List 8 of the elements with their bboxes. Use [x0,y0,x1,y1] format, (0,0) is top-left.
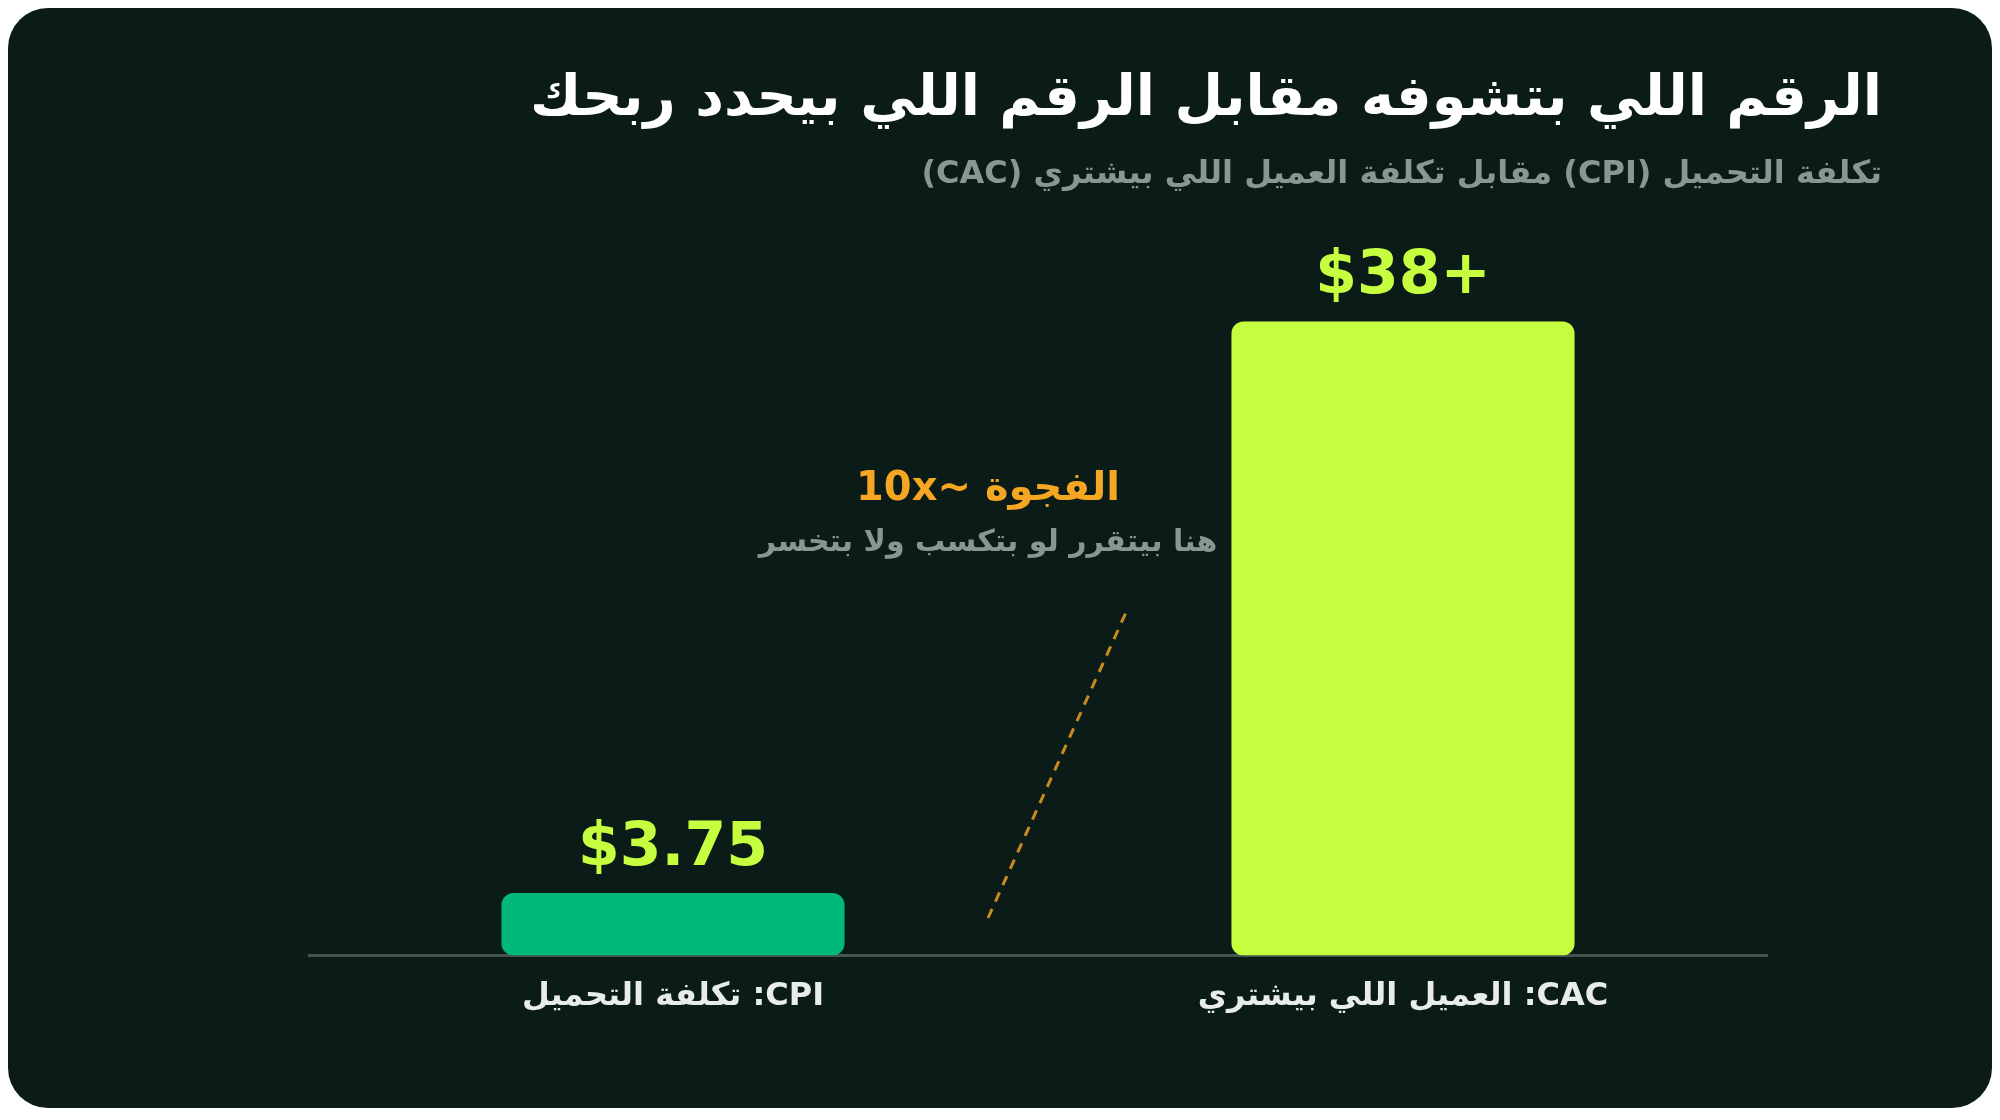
chart-title: الرقم اللي بتشوفه مقابل الرقم اللي بيحدد ربحك [530,63,1882,128]
x-tick-label: العميل اللي بيشتري :CAC [1197,975,1609,1014]
x-tick-label: تكلفة التحميل :CPI [521,975,825,1014]
annotation: هنا بيتقرر لو بتكسب ولا بتخسر [756,523,1219,558]
data-label: $3.75 [578,808,768,879]
chart-subtitle: تكلفة التحميل (CPI) مقابل تكلفة العميل اللي بيشتري (CAC) [921,153,1882,191]
annotation: الفجوة ~10x [855,463,1121,509]
data-label: $38+ [1315,236,1491,307]
